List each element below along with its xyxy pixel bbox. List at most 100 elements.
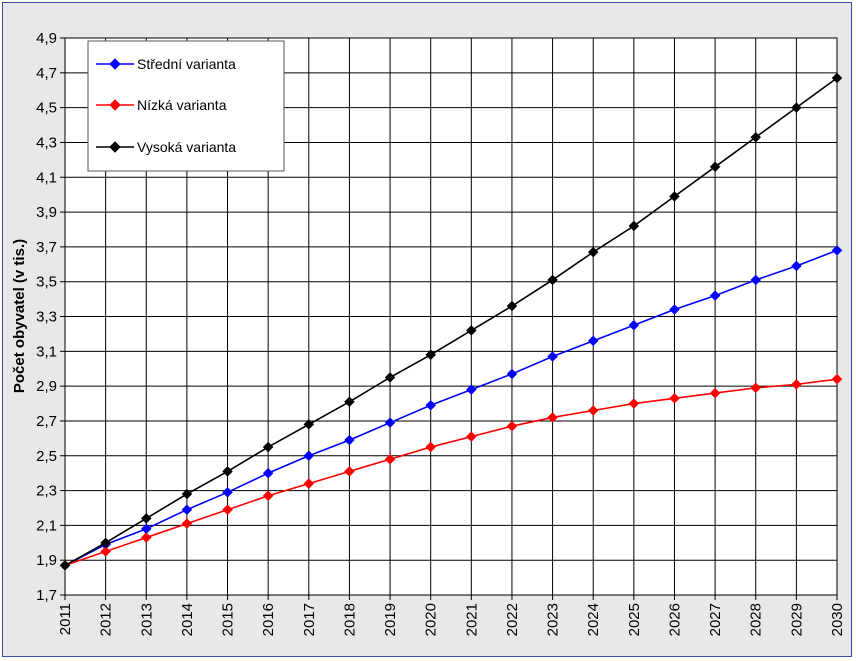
legend: Střední varianta Nízká varianta Vysoká var… — [87, 40, 285, 172]
data-point — [587, 335, 599, 347]
data-point — [140, 532, 152, 543]
x-tick-label: 2011 — [57, 603, 74, 635]
data-point — [181, 488, 193, 500]
x-tick-label: 2028 — [748, 603, 765, 636]
series-layer — [59, 72, 843, 571]
x-tick-label: 2013 — [138, 603, 155, 636]
y-tick-label: 4,9 — [36, 30, 57, 47]
y-tick-label: 3,5 — [36, 274, 57, 291]
x-tick-label: 2023 — [545, 603, 562, 636]
x-tick-label: 2019 — [382, 603, 399, 636]
data-point — [222, 466, 233, 477]
x-tick-label: 2030 — [829, 603, 846, 636]
data-point — [669, 304, 680, 315]
x-tick-label: 2017 — [301, 603, 318, 636]
data-point — [344, 434, 355, 446]
data-point — [831, 373, 843, 385]
data-point — [628, 319, 640, 331]
x-tick-label: 2016 — [260, 603, 277, 636]
data-point — [181, 518, 193, 529]
data-point — [384, 372, 396, 383]
data-point — [547, 412, 558, 423]
data-point — [628, 220, 640, 232]
data-point — [506, 300, 518, 312]
x-tick-label: 2029 — [788, 603, 805, 636]
data-point — [750, 131, 762, 143]
data-point — [425, 441, 437, 453]
data-point — [506, 420, 518, 432]
data-point — [750, 274, 762, 286]
legend-label: Střední varianta — [137, 56, 236, 72]
data-point — [344, 396, 355, 408]
series-group — [59, 245, 843, 571]
x-axis-tick-labels: 2011 2012 2013 2014 2015 2016 2017 2018 2019 2020… — [57, 603, 846, 636]
data-point — [709, 387, 721, 399]
data-point — [709, 161, 721, 173]
data-point — [140, 513, 152, 524]
data-point — [425, 349, 437, 361]
data-point — [262, 441, 274, 453]
data-point — [100, 537, 111, 549]
data-point — [506, 368, 518, 380]
data-point — [181, 504, 193, 516]
y-tick-label: 3,3 — [36, 309, 57, 326]
y-tick-label: 4,5 — [36, 100, 57, 117]
data-point — [669, 191, 680, 202]
y-tick-label: 4,3 — [36, 134, 57, 151]
data-point — [709, 290, 721, 301]
x-tick-label: 2015 — [220, 603, 237, 636]
y-tick-label: 3,9 — [36, 204, 57, 221]
data-point — [465, 431, 477, 442]
y-tick-label: 3,7 — [36, 239, 57, 256]
y-tick-label: 1,7 — [36, 587, 57, 604]
legend-marker — [109, 141, 121, 153]
series-line — [64, 378, 838, 567]
data-point — [262, 467, 274, 479]
data-point — [425, 399, 437, 411]
data-point — [628, 398, 640, 409]
series-group — [59, 72, 843, 571]
data-point — [384, 453, 396, 465]
data-point — [100, 546, 111, 557]
series-line — [64, 249, 838, 567]
data-point — [831, 245, 843, 256]
y-tick-label: 4,1 — [36, 169, 57, 186]
data-point — [791, 379, 802, 390]
legend-box — [87, 40, 285, 172]
data-point — [465, 384, 477, 395]
data-point — [669, 392, 680, 404]
x-tick-label: 2012 — [98, 603, 115, 636]
x-tick-label: 2018 — [341, 603, 358, 636]
data-point — [222, 504, 233, 516]
data-point — [587, 246, 599, 258]
y-axis-title: Počet obyvatel (v tis.) — [11, 239, 28, 393]
series-line — [64, 77, 838, 567]
data-point — [384, 417, 396, 429]
data-point — [262, 490, 274, 502]
data-point — [303, 419, 315, 430]
x-tick-label: 2022 — [504, 603, 521, 636]
x-tick-label: 2014 — [179, 603, 196, 636]
data-point — [547, 351, 558, 362]
data-point — [587, 405, 599, 416]
x-tick-label: 2021 — [463, 603, 480, 636]
data-point — [303, 450, 315, 462]
legend-marker — [109, 99, 121, 111]
y-tick-label: 2,5 — [36, 448, 57, 465]
y-tick-label: 1,9 — [36, 552, 57, 569]
data-point — [344, 466, 355, 477]
data-point — [750, 382, 762, 394]
y-tick-label: 2,7 — [36, 413, 57, 430]
data-point — [831, 72, 843, 84]
legend-label: Nízká varianta — [137, 97, 227, 113]
x-tick-label: 2027 — [707, 603, 724, 636]
data-point — [547, 274, 558, 286]
x-tick-label: 2025 — [626, 603, 643, 636]
x-tick-label: 2020 — [423, 603, 440, 636]
y-tick-label: 2,1 — [36, 517, 57, 534]
data-point — [791, 102, 802, 113]
y-axis-tick-labels: 1,7 1,9 2,1 2,3 2,5 2,7 2,9 3,1 3,3 3,5 3,7 3,9 4,1 4… — [36, 30, 57, 604]
data-point — [59, 560, 71, 571]
y-tick-label: 4,7 — [36, 65, 57, 82]
